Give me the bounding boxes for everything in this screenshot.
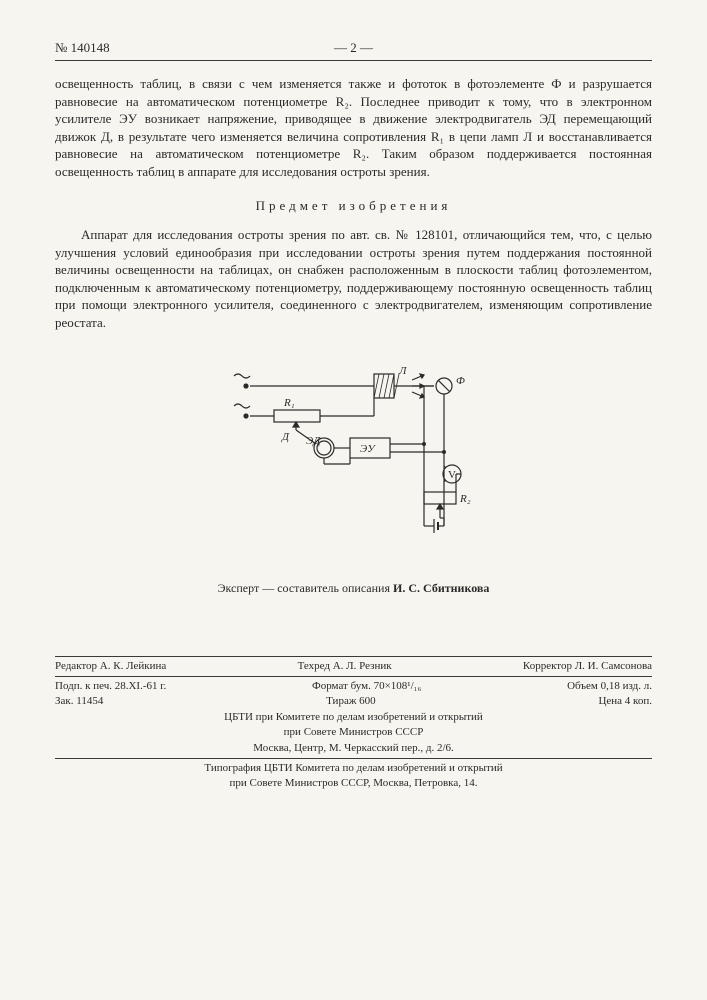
expert-prefix: Эксперт — составитель описания — [218, 581, 390, 595]
svg-text:Ф: Ф — [456, 375, 465, 387]
svg-text:ЭУ: ЭУ — [360, 443, 376, 455]
svg-text:R₁: R₁ — [283, 397, 295, 409]
tech-editor: Техред А. Л. Резник — [298, 659, 392, 674]
expert-line: Эксперт — составитель описания И. С. Сби… — [55, 581, 652, 596]
svg-text:R₂: R₂ — [459, 493, 471, 505]
claim-text: Аппарат для исследования остроты зрения … — [55, 226, 652, 331]
body-paragraph-1: освещенность таблиц, в связи с чем измен… — [55, 75, 652, 180]
publisher-3: Москва, Центр, М. Черкасский пер., д. 2/… — [55, 741, 652, 756]
tirage: Тираж 600 — [326, 694, 376, 709]
typography-2: при Совете Министров СССР, Москва, Петро… — [55, 776, 652, 791]
order-no: Зак. 11454 — [55, 694, 103, 709]
svg-text:V: V — [448, 469, 456, 481]
colophon-rule-top — [55, 656, 652, 657]
volume: Объем 0,18 изд. л. — [567, 679, 652, 694]
corrector: Корректор Л. И. Самсонова — [523, 659, 652, 674]
claim-heading: Предмет изобретения — [55, 198, 652, 214]
colophon-row-1: Редактор А. К. Лейкина Техред А. Л. Резн… — [55, 659, 652, 674]
svg-text:Д: Д — [281, 431, 290, 443]
doc-number: № 140148 — [55, 40, 110, 56]
publisher-1: ЦБТИ при Комитете по делам изобретений и… — [55, 710, 652, 725]
page-number: — 2 — — [334, 40, 373, 56]
colophon-row-3: Зак. 11454 Тираж 600 Цена 4 коп. — [55, 694, 652, 709]
expert-name: И. С. Сбитникова — [393, 581, 489, 595]
header-rule — [55, 60, 652, 61]
publisher-2: при Совете Министров СССР — [55, 725, 652, 740]
editor: Редактор А. К. Лейкина — [55, 659, 166, 674]
colophon-row-2: Подп. к печ. 28.XI.-61 г. Формат бум. 70… — [55, 679, 652, 694]
colophon-rule-mid — [55, 676, 652, 677]
colophon-rule-bot — [55, 758, 652, 759]
price: Цена 4 коп. — [598, 694, 652, 709]
typography-1: Типография ЦБТИ Комитета по делам изобре… — [55, 761, 652, 776]
svg-text:ЭД: ЭД — [306, 435, 321, 447]
print-date: Подп. к печ. 28.XI.-61 г. — [55, 679, 166, 694]
circuit-diagram: Л Ф R₁ Д ЭД ЭУ VR₂ — [55, 356, 652, 541]
svg-text:Л: Л — [398, 365, 407, 377]
paper-format: Формат бум. 70×108¹/₁₆ — [312, 679, 421, 694]
